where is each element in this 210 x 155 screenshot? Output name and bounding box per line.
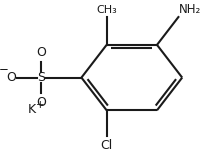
- Text: CH₃: CH₃: [96, 5, 117, 15]
- Text: Cl: Cl: [101, 139, 113, 152]
- Text: O: O: [36, 46, 46, 59]
- Text: O: O: [36, 96, 46, 109]
- Text: −: −: [0, 63, 9, 76]
- Text: K: K: [28, 103, 36, 116]
- Text: O: O: [6, 71, 16, 84]
- Text: S: S: [37, 71, 45, 84]
- Text: NH₂: NH₂: [179, 3, 202, 16]
- Text: +: +: [36, 100, 45, 110]
